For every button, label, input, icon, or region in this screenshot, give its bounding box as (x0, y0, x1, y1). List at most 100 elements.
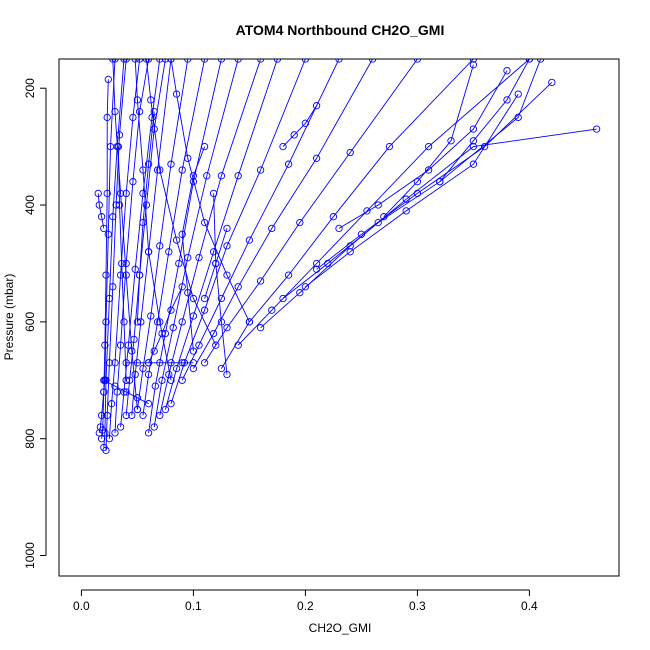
data-point (111, 382, 119, 390)
data-point (122, 271, 130, 279)
data-point (105, 435, 114, 443)
data-point (97, 213, 106, 221)
data-point (100, 376, 108, 384)
data-point (189, 294, 198, 303)
series-27 (109, 59, 142, 414)
data-point (120, 388, 128, 396)
data-point (436, 178, 444, 186)
data-point (103, 113, 111, 122)
data-point (592, 125, 601, 133)
series-11 (139, 59, 209, 420)
data-point (125, 376, 134, 384)
series-29 (142, 59, 220, 349)
data-point (413, 189, 422, 198)
data-point (447, 137, 455, 145)
data-point (115, 201, 124, 209)
series-line (439, 59, 530, 182)
data-point (107, 400, 116, 408)
series-line (213, 193, 228, 375)
series-line (305, 93, 519, 288)
series-line (204, 228, 228, 299)
data-point (374, 201, 382, 209)
data-point (144, 429, 153, 437)
data-point (480, 142, 489, 151)
data-point (469, 160, 478, 168)
data-point (133, 318, 142, 326)
data-point (167, 376, 175, 384)
data-point (469, 137, 478, 145)
data-point (144, 160, 153, 168)
data-point (223, 224, 231, 233)
data-point (135, 59, 144, 63)
data-point (165, 248, 173, 256)
series-line (136, 59, 189, 410)
data-point (469, 125, 478, 133)
series-line (108, 59, 141, 439)
data-point (120, 318, 128, 326)
series-line (237, 59, 530, 346)
x-tick-label: 0.1 (185, 599, 202, 613)
data-point (413, 178, 422, 186)
data-point (217, 318, 226, 326)
data-point (184, 59, 192, 63)
data-point (200, 359, 209, 367)
data-point (503, 67, 511, 75)
data-point (363, 207, 371, 215)
series-line (153, 59, 239, 428)
data-point (256, 324, 265, 332)
data-point (175, 259, 183, 268)
data-point (150, 423, 158, 431)
data-point (102, 318, 110, 326)
data-point (153, 166, 162, 174)
chart-title: ATOM4 Northbound CH2O_GMI (236, 22, 445, 38)
data-point (122, 189, 130, 198)
series-31 (94, 189, 108, 233)
plot-frame (58, 58, 620, 577)
series-line (383, 64, 474, 218)
series-line (164, 59, 278, 410)
data-point (279, 142, 287, 151)
series-line (112, 59, 138, 410)
data-point (223, 324, 231, 332)
data-point (273, 59, 282, 63)
data-point (172, 90, 181, 98)
data-point (284, 271, 293, 279)
series-line (204, 59, 418, 364)
data-point (147, 96, 155, 104)
axes-layer: 0.0 0.1 0.2 0.3 0.4 200 400 600 800 1000 (23, 78, 538, 613)
series-22 (256, 125, 601, 332)
data-point (189, 359, 198, 367)
series-line (170, 59, 250, 323)
series-19 (200, 59, 422, 367)
data-point (122, 376, 130, 384)
data-point (172, 364, 181, 373)
data-point (536, 59, 545, 63)
data-point (234, 283, 242, 291)
data-point (116, 423, 125, 431)
data-point (290, 131, 298, 139)
data-point (200, 294, 209, 303)
data-point (144, 248, 153, 256)
x-tick-label: 0.0 (73, 599, 90, 613)
data-point (234, 172, 242, 180)
data-point (223, 271, 231, 279)
data-point (156, 59, 164, 63)
data-point (268, 306, 276, 314)
data-point (144, 400, 153, 408)
data-point (144, 59, 153, 63)
data-point (195, 253, 203, 262)
data-point (147, 312, 155, 320)
data-point (189, 364, 198, 373)
data-point (189, 347, 198, 355)
data-point (203, 172, 211, 180)
data-point (346, 148, 354, 157)
data-point (301, 119, 310, 127)
series-18 (189, 59, 377, 373)
data-point (118, 259, 126, 268)
data-point (156, 166, 164, 174)
series-line (316, 82, 553, 270)
data-point (142, 59, 151, 63)
data-point (133, 359, 142, 367)
data-point (301, 283, 310, 291)
data-point (139, 166, 147, 174)
